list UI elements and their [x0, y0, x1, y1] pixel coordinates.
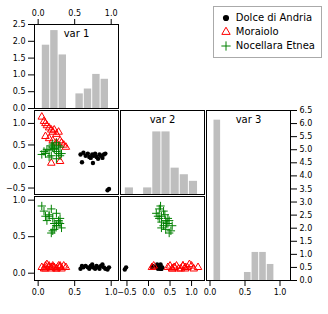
svg-text:0.0: 0.0 [300, 276, 313, 285]
svg-text:2.0: 2.0 [300, 224, 313, 233]
svg-text:0.5: 0.5 [68, 9, 81, 18]
svg-text:4.0: 4.0 [300, 171, 313, 180]
svg-text:5.5: 5.5 [300, 132, 313, 141]
svg-text:1.0: 1.0 [105, 288, 118, 297]
svg-text:0.5: 0.5 [13, 232, 26, 241]
svg-text:0.5: 0.5 [68, 288, 81, 297]
svg-text:0.0: 0.0 [204, 288, 217, 297]
svg-text:6.0: 6.0 [300, 119, 313, 128]
svg-text:0.5: 0.5 [13, 141, 26, 150]
svg-text:1.0: 1.0 [300, 250, 313, 259]
svg-text:0.5: 0.5 [300, 263, 313, 272]
svg-text:−0.5: −0.5 [117, 288, 136, 297]
html-text:Dolce di Andria: Dolce di Andria [235, 12, 313, 23]
svg-text:0.0: 0.0 [13, 104, 26, 113]
svg-text:3.5: 3.5 [300, 185, 313, 194]
html-text:Nocellara Etnea: Nocellara Etnea [235, 40, 315, 51]
svg-text:1.0: 1.0 [105, 9, 118, 18]
svg-text:0.0: 0.0 [32, 288, 45, 297]
svg-text:1.0: 1.0 [13, 196, 26, 205]
svg-text:0.5: 0.5 [13, 87, 26, 96]
svg-text:2.5: 2.5 [13, 20, 26, 29]
svg-text:0.5: 0.5 [164, 288, 177, 297]
svg-text:4.5: 4.5 [300, 158, 313, 167]
svg-text:2.5: 2.5 [300, 211, 313, 220]
svg-text:var 1: var 1 [64, 28, 90, 39]
svg-text:5.0: 5.0 [300, 145, 313, 154]
svg-text:1.5: 1.5 [13, 54, 26, 63]
svg-text:2.0: 2.0 [13, 37, 26, 46]
svg-text:1.0: 1.0 [13, 70, 26, 79]
svg-text:1.0: 1.0 [13, 119, 26, 128]
svg-text:0.0: 0.0 [13, 162, 26, 171]
svg-text:0.5: 0.5 [239, 288, 252, 297]
svg-text:3.0: 3.0 [300, 198, 313, 207]
svg-text:0.0: 0.0 [32, 9, 45, 18]
html-text:Moraiolo: Moraiolo [235, 26, 279, 37]
svg-text:1.0: 1.0 [185, 288, 198, 297]
svg-text:6.5: 6.5 [300, 106, 313, 115]
svg-text:var 2: var 2 [150, 114, 176, 125]
svg-text:0.0: 0.0 [13, 269, 26, 278]
svg-text:1.5: 1.5 [300, 237, 313, 246]
svg-text:var 3: var 3 [236, 114, 262, 125]
svg-text:0.0: 0.0 [142, 288, 155, 297]
svg-text:−0.5: −0.5 [6, 184, 25, 193]
svg-text:1.0: 1.0 [274, 288, 287, 297]
